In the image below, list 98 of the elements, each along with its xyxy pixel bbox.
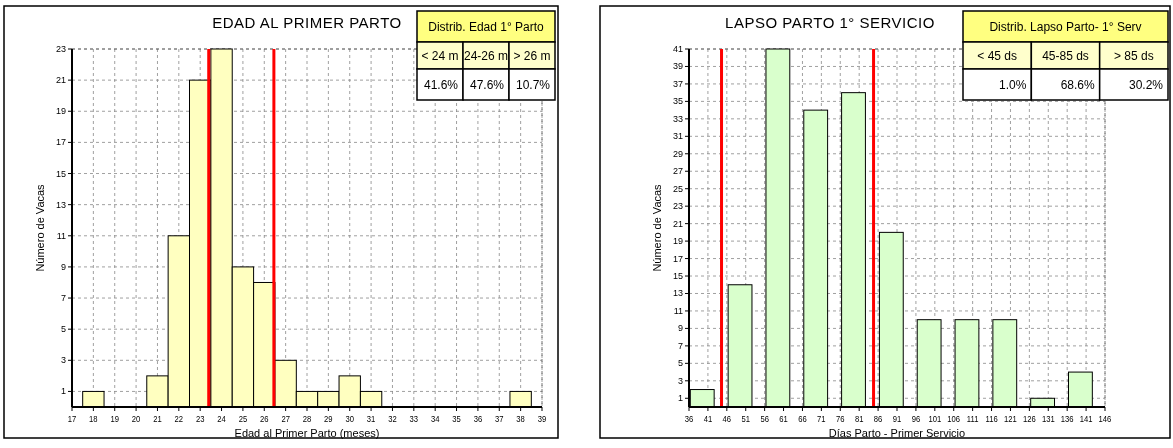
y-tick-label: 13 bbox=[55, 199, 66, 210]
x-tick-label: 31 bbox=[366, 413, 376, 425]
x-tick-label: 146 bbox=[1098, 413, 1112, 425]
x-tick-label: 26 bbox=[260, 413, 269, 425]
x-axis-title: Días Parto - Primer Servicio bbox=[828, 427, 966, 439]
y-tick-label: 3 bbox=[60, 355, 66, 366]
text: Distrib. Lapso Parto- 1° Serv bbox=[989, 20, 1142, 34]
x-tick-label: 30 bbox=[345, 413, 355, 425]
x-tick-label: 66 bbox=[798, 413, 808, 425]
x-tick-label: 76 bbox=[836, 413, 845, 425]
x-tick-label: 35 bbox=[452, 413, 462, 425]
annotation: 41.6% bbox=[423, 78, 459, 92]
y-tick-label: 27 bbox=[672, 166, 683, 177]
x-tick-label: 36 bbox=[684, 413, 694, 425]
x-tick-label: 116 bbox=[985, 413, 998, 425]
x-tick-label: 39 bbox=[537, 413, 547, 425]
x-tick-label: 141 bbox=[1079, 413, 1093, 425]
y-tick-label: 23 bbox=[672, 201, 683, 212]
x-tick-label: 71 bbox=[817, 413, 826, 425]
x-tick-label: 25 bbox=[238, 413, 248, 425]
x-tick-label: 28 bbox=[302, 413, 312, 425]
x-tick-label: 121 bbox=[1004, 413, 1018, 425]
y-tick-label: 19 bbox=[672, 236, 683, 247]
x-tick-label: 96 bbox=[911, 413, 921, 425]
annotation: 10.7% bbox=[515, 78, 551, 92]
x-tick-label: 29 bbox=[324, 413, 333, 425]
text: 30.2% bbox=[1128, 78, 1163, 92]
x-axis-title: Edad al Primer Parto (meses) bbox=[234, 427, 380, 439]
y-tick-label: 5 bbox=[60, 324, 66, 335]
y-axis-title: Número de Vacas bbox=[651, 183, 663, 272]
y-tick-label: 15 bbox=[55, 168, 66, 179]
chart-title: LAPSO PARTO 1° SERVICIO bbox=[725, 14, 935, 31]
y-tick-label: 33 bbox=[672, 113, 683, 124]
x-tick-label: 24 bbox=[217, 413, 227, 425]
x-tick-label: 51 bbox=[741, 413, 751, 425]
x-tick-label: 34 bbox=[430, 413, 440, 425]
chart-title: EDAD AL PRIMER PARTO bbox=[212, 14, 402, 31]
y-tick-label: 41 bbox=[672, 44, 683, 54]
x-tick-label: 18 bbox=[89, 413, 98, 425]
annotation: < 24 m bbox=[421, 49, 459, 63]
x-tick-label: 61 bbox=[779, 413, 789, 425]
y-tick-label: 11 bbox=[56, 230, 66, 241]
x-tick-label: 41 bbox=[703, 413, 713, 425]
x-tick-label: 22 bbox=[174, 413, 184, 425]
text: > 85 ds bbox=[1113, 49, 1154, 63]
y-tick-label: 5 bbox=[677, 358, 683, 369]
x-tick-label: 33 bbox=[409, 413, 419, 425]
y-tick-label: 19 bbox=[55, 106, 66, 117]
y-tick-label: 35 bbox=[672, 96, 683, 107]
y-tick-label: 23 bbox=[55, 44, 66, 54]
x-tick-label: 136 bbox=[1060, 413, 1074, 425]
text: Distrib. Edad 1° Parto bbox=[428, 20, 544, 34]
y-tick-label: 17 bbox=[672, 253, 683, 264]
y-tick-label: 7 bbox=[677, 340, 683, 351]
y-tick-label: 1 bbox=[60, 386, 66, 397]
y-tick-label: 11 bbox=[673, 305, 683, 316]
y-tick-label: 13 bbox=[672, 288, 683, 299]
x-tick-label: 91 bbox=[892, 413, 902, 425]
y-tick-label: 9 bbox=[677, 323, 683, 334]
y-tick-label: 21 bbox=[55, 75, 66, 86]
y-tick-label: 9 bbox=[60, 261, 66, 272]
annotation: 45-85 ds bbox=[1042, 49, 1089, 63]
y-tick-label: 29 bbox=[672, 148, 683, 159]
x-tick-label: 36 bbox=[473, 413, 483, 425]
x-tick-label: 27 bbox=[281, 413, 291, 425]
y-tick-label: 17 bbox=[55, 137, 66, 148]
x-tick-label: 86 bbox=[873, 413, 883, 425]
x-tick-label: 38 bbox=[516, 413, 526, 425]
y-tick-label: 7 bbox=[60, 293, 66, 304]
y-tick-label: 37 bbox=[672, 78, 683, 89]
x-tick-label: 32 bbox=[388, 413, 398, 425]
annotation: 1.0% bbox=[998, 78, 1027, 92]
x-tick-label: 81 bbox=[854, 413, 864, 425]
x-tick-label: 46 bbox=[722, 413, 732, 425]
x-tick-label: 20 bbox=[131, 413, 141, 425]
annotation: 68.6% bbox=[1060, 78, 1095, 92]
x-tick-label: 101 bbox=[928, 413, 942, 425]
y-tick-label: 1 bbox=[677, 393, 683, 404]
y-axis-title: Número de Vacas bbox=[34, 183, 46, 272]
x-tick-label: 111 bbox=[966, 413, 979, 425]
x-tick-label: 21 bbox=[153, 413, 163, 425]
x-tick-label: 37 bbox=[495, 413, 504, 425]
y-tick-label: 31 bbox=[672, 131, 683, 142]
y-tick-label: 3 bbox=[677, 375, 683, 386]
annotation: 24-26 m bbox=[463, 49, 509, 63]
x-tick-label: 56 bbox=[760, 413, 770, 425]
y-tick-label: 15 bbox=[672, 271, 683, 282]
x-tick-label: 19 bbox=[110, 413, 120, 425]
x-tick-label: 106 bbox=[947, 413, 961, 425]
y-tick-label: 21 bbox=[672, 218, 683, 229]
x-tick-label: 126 bbox=[1022, 413, 1037, 425]
x-tick-label: 131 bbox=[1041, 413, 1055, 425]
x-tick-label: 23 bbox=[195, 413, 205, 425]
annotation: < 45 ds bbox=[977, 49, 1018, 63]
annotation: > 26 m bbox=[513, 49, 551, 63]
annotation: 47.6% bbox=[469, 78, 505, 92]
y-tick-label: 39 bbox=[672, 61, 683, 72]
y-tick-label: 25 bbox=[672, 183, 683, 194]
